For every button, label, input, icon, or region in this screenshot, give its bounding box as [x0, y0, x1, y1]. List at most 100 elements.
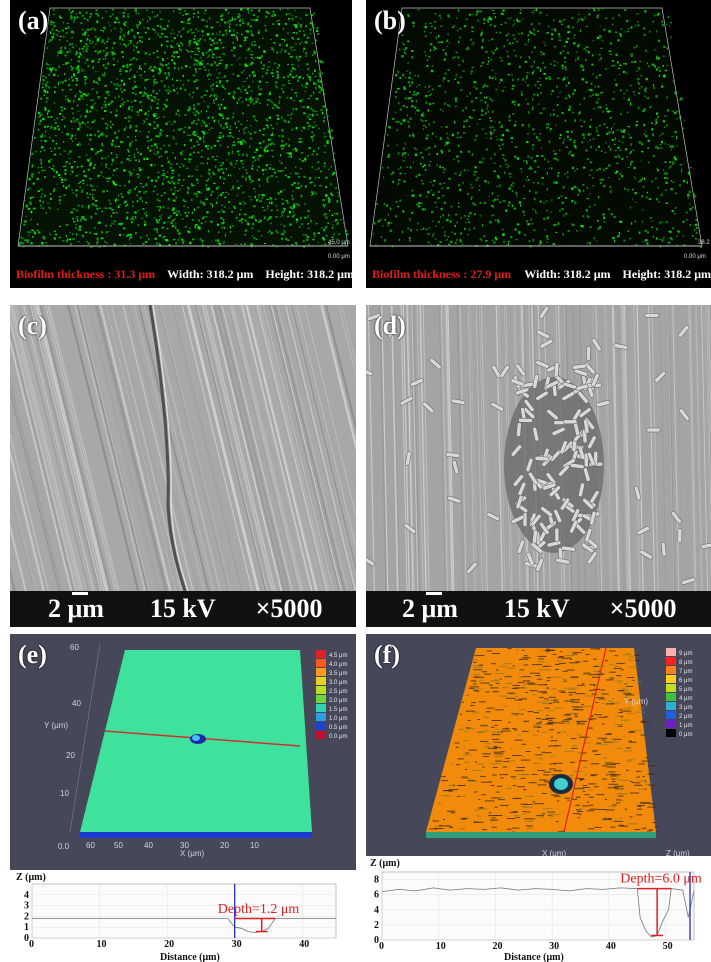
legend-label: 3 μm	[679, 705, 692, 711]
scale-bar-c: 2 μm	[48, 592, 104, 624]
y-tick-e-40: 40	[72, 699, 81, 708]
panel-label-d: (d)	[374, 311, 406, 340]
biofilm-thickness-b: Biofilm thickness : 27.9 μm	[372, 266, 512, 281]
legend-label: 9 μm	[679, 651, 692, 657]
x-tick-label: 0	[379, 941, 384, 952]
y-tick-e-10: 10	[60, 789, 69, 798]
legend-label: 2.0 μm	[329, 698, 347, 704]
legend-label: 3.5 μm	[329, 671, 347, 677]
legend-swatch	[666, 684, 676, 692]
scale-text-d: 2 μm	[402, 594, 458, 623]
profilometry-f: Y (μm) X (μm) Z (μm) 9 μm 8 μm 7 μm 6 μm 5 μ…	[366, 647, 711, 962]
legend-label: 6 μm	[679, 678, 692, 684]
y-tick-e-0: 0.0	[58, 842, 70, 851]
legend-swatch	[666, 693, 676, 701]
legend-swatch	[316, 686, 326, 694]
width-b: Width: 318.2 μm	[524, 266, 611, 281]
panel-label-c: (c)	[18, 311, 47, 340]
scale-text-c: 2 μm	[48, 594, 104, 623]
mag-text-d: ×5000	[609, 594, 677, 623]
x-tick-e-50: 50	[114, 841, 123, 850]
legend-swatch	[666, 648, 676, 656]
legend-label: 0.0 μm	[329, 734, 347, 740]
legend-label: 7 μm	[679, 669, 692, 675]
y-tick-label: 0	[374, 935, 379, 946]
width-a: Width: 318.2 μm	[167, 266, 254, 281]
y-tick-e-20: 20	[66, 751, 75, 760]
x-tick-label: 30	[232, 939, 242, 950]
legend-label: 1 μm	[679, 723, 692, 729]
legend-label: 1.0 μm	[329, 716, 347, 722]
legend-label: 5 μm	[679, 687, 692, 693]
legend-label: 4.0 μm	[329, 662, 347, 668]
y-axis-label-f: Y (μm)	[624, 697, 648, 706]
z-scale-b: 38.2	[698, 240, 710, 246]
panel-a-confocal: (a) 45.0 μm 0.00 μm Biofilm thickness : …	[10, 0, 352, 288]
depth-label: Depth=1.2 μm	[218, 902, 300, 917]
x-tick-e-30: 30	[180, 841, 189, 850]
legend-swatch	[666, 711, 676, 719]
y-tick-e-60: 60	[70, 643, 79, 652]
caption-a: Biofilm thickness : 31.3 μm Width: 318.2…	[10, 260, 352, 288]
x-tick-e-40: 40	[144, 841, 153, 850]
profile-x-label-e: Distance (μm)	[160, 952, 220, 962]
kv-text-d: 15 kV	[503, 594, 570, 623]
x-tick-label: 30	[549, 941, 559, 952]
profile-x-label-f: Distance (μm)	[504, 952, 564, 962]
legend-label: 0.5 μm	[329, 725, 347, 731]
legend-swatch	[316, 713, 326, 721]
panel-b-confocal: (b) 38.2 0.00 μm Biofilm thickness : 27.…	[366, 0, 711, 288]
profilometry-e: 60 40 Y (μm) 20 10 0.0 X (μm) 60 50 40 3…	[10, 643, 356, 962]
x-tick-e-20: 20	[220, 841, 229, 850]
mag-text-c: ×5000	[255, 594, 323, 623]
color-legend-e: 4.5 μm 4.0 μm 3.5 μm 3.0 μm 2.5 μm 2.0 μm 1.5 …	[316, 650, 347, 740]
y-tick-label: 0	[24, 933, 29, 944]
caption-b: Biofilm thickness : 27.9 μm Width: 318.2…	[366, 260, 711, 288]
x-tick-label: 40	[606, 941, 616, 952]
legend-swatch	[316, 677, 326, 685]
y-tick-label: 6	[374, 890, 379, 901]
height-b: Height: 318.2 μm	[622, 266, 711, 281]
panel-label-a: (a)	[18, 6, 49, 35]
x-tick-label: 20	[492, 941, 502, 952]
profile-line	[32, 918, 336, 934]
origin-scale-b: 0.00 μm	[684, 254, 706, 260]
height-a: Height: 318.2 μm	[265, 266, 352, 281]
y-tick-label: 2	[24, 911, 29, 922]
legend-swatch	[316, 668, 326, 676]
y-tick-label: 4	[24, 890, 29, 901]
legend-label: 2.5 μm	[329, 689, 347, 695]
legend-swatch	[666, 666, 676, 674]
legend-label: 3.0 μm	[329, 680, 347, 686]
x-tick-label: 20	[164, 939, 174, 950]
confocal-image-b	[369, 7, 703, 249]
x-axis-label-f: X (μm)	[542, 849, 566, 858]
legend-swatch	[316, 731, 326, 739]
y-tick-label: 8	[374, 875, 379, 886]
sem-image-c	[10, 305, 356, 592]
legend-swatch	[666, 675, 676, 683]
y-tick-label: 1	[24, 922, 29, 933]
panel-c-sem: (c) 2 μm 15 kV ×5000	[10, 305, 356, 627]
surface-f	[426, 648, 656, 832]
profile-z-label-f: Z (μm)	[370, 858, 400, 869]
panel-label-e: (e)	[18, 640, 47, 669]
sem-info-bar-c: 2 μm 15 kV ×5000	[10, 591, 356, 627]
depth-label: Depth=6.0 μm	[620, 872, 702, 887]
panel-label-b: (b)	[374, 6, 406, 35]
x-tick-label: 50	[663, 941, 673, 952]
legend-swatch	[666, 720, 676, 728]
profile-line	[381, 887, 695, 938]
x-tick-label: 10	[97, 939, 107, 950]
origin-scale-a: 0.00 μm	[328, 254, 350, 260]
sem-image-d	[366, 305, 711, 592]
panel-d-sem: (d) 2 μm 15 kV ×5000	[366, 305, 711, 627]
scale-bar-line-c	[72, 592, 88, 595]
z-axis-label-f: Z (μm)	[666, 849, 690, 858]
scale-bar-line-d	[426, 592, 442, 595]
biofilm-thickness-a: Biofilm thickness : 31.3 μm	[16, 266, 156, 281]
legend-swatch	[316, 704, 326, 712]
confocal-image-a	[17, 7, 349, 248]
